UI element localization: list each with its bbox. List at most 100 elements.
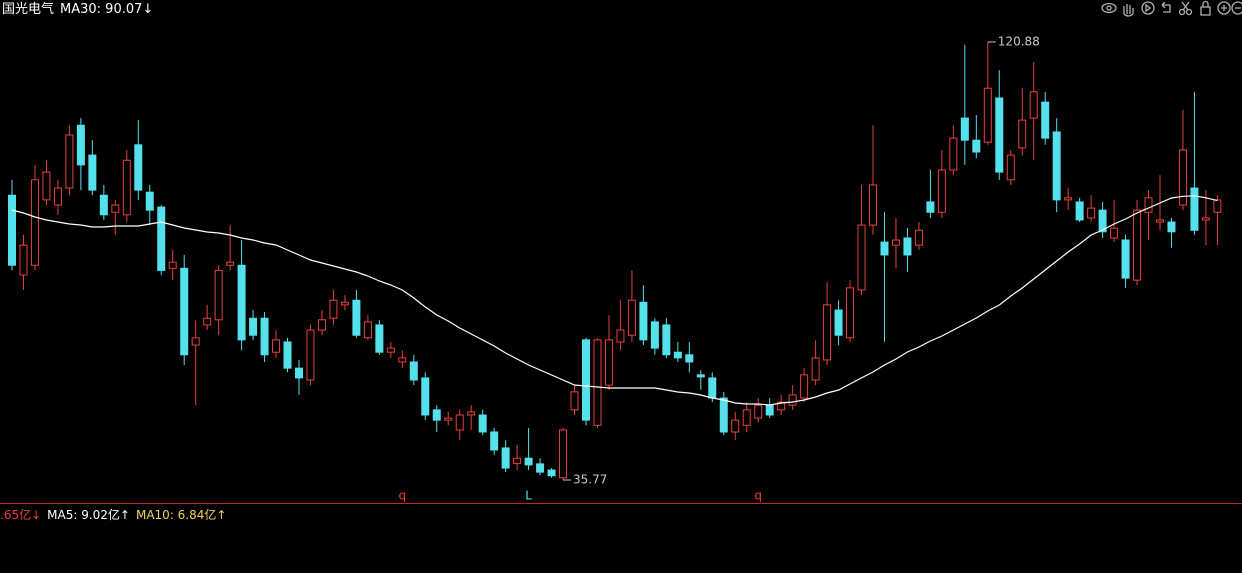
candle-body (823, 304, 832, 361)
candle-body (1075, 201, 1084, 221)
candle-body (42, 171, 51, 201)
candle-body (1006, 154, 1015, 181)
candle-body (972, 139, 981, 153)
candle-body (306, 329, 315, 381)
candle-body (76, 124, 85, 166)
candle-body (708, 377, 717, 399)
zoom-in-icon[interactable] (1217, 1, 1231, 15)
candle-body (731, 419, 740, 433)
candle-body (673, 351, 682, 359)
candle-body (398, 357, 407, 363)
candle-body (960, 117, 969, 141)
candle-body (214, 269, 223, 321)
candle-body (937, 169, 946, 213)
candle-body (513, 457, 522, 464)
ma30-line (11, 195, 1218, 406)
candle-body (547, 469, 556, 477)
candle-body (1018, 119, 1027, 149)
candle-body (1029, 91, 1038, 119)
candle-body (650, 321, 659, 349)
candle-body (593, 339, 602, 426)
candle-body (570, 391, 579, 411)
volume-legend-item: MA10: 6.84亿↑ (136, 507, 226, 522)
candle-body (800, 374, 809, 399)
candle-body (30, 179, 39, 266)
candle-body (1201, 217, 1210, 221)
candle-body (19, 244, 28, 276)
candle-body (869, 184, 877, 226)
candle-body (604, 339, 613, 386)
candle-body (1121, 239, 1130, 279)
ma-label: MA30: 90.07↓ (60, 2, 153, 17)
undo-icon[interactable] (1161, 1, 1171, 13)
candle-body (249, 317, 258, 336)
candle-body (467, 411, 476, 416)
lock-icon[interactable] (1200, 0, 1211, 16)
candle-body (765, 404, 774, 416)
candle-body (53, 187, 62, 206)
candle-body (983, 87, 992, 143)
volume-legend: .65亿↓ MA5: 9.02亿↑ MA10: 6.84亿↑ (0, 507, 226, 522)
candle-body (719, 397, 728, 433)
zoom-out-icon[interactable] (1231, 1, 1242, 15)
candle-body (914, 229, 923, 246)
candle-body (524, 457, 533, 466)
candle-body (260, 317, 269, 356)
candle-body (99, 194, 108, 216)
candle-body (788, 394, 797, 406)
signal-marker: L (525, 489, 532, 503)
candle-body (742, 409, 751, 426)
candle-body (340, 301, 349, 306)
candle-body (1144, 197, 1153, 213)
candle-body (490, 431, 499, 451)
candle-body (191, 337, 200, 346)
candle-body (237, 264, 246, 341)
candle-body (317, 319, 326, 331)
candle-body (226, 261, 235, 266)
candle-body (696, 374, 705, 378)
candle-body (283, 341, 292, 369)
candle-body (834, 309, 843, 336)
candle-body (995, 97, 1004, 173)
high-label: 120.88 (998, 34, 1040, 48)
candle-body (203, 317, 212, 326)
eye-icon[interactable] (1101, 2, 1117, 14)
volume-legend-item: MA5: 9.02亿↑ (47, 507, 130, 522)
candle-body (168, 261, 177, 269)
candle-body (65, 134, 74, 189)
candle-body (363, 321, 372, 339)
stock-name: 国光电气 (2, 1, 54, 17)
candle-body (1167, 221, 1176, 233)
hand-icon[interactable] (1123, 4, 1134, 17)
candle-body (8, 194, 16, 266)
candle-body (409, 361, 418, 381)
candle-body (1178, 149, 1187, 206)
candle-body (329, 299, 338, 319)
candle-body (926, 201, 935, 213)
candle-body (754, 404, 763, 419)
candle-body (1087, 207, 1096, 219)
candle-body (478, 414, 487, 433)
candle-body (903, 237, 912, 256)
candle-body (627, 299, 636, 336)
candle-body (386, 347, 395, 353)
scissors-icon[interactable] (1178, 1, 1193, 16)
candle-body (1098, 209, 1107, 233)
candle-body (639, 301, 648, 341)
volume-legend-item: .65亿↓ (0, 507, 41, 522)
candle-body (444, 417, 453, 421)
candle-body (501, 447, 510, 469)
candle-body (122, 159, 131, 216)
candle-body (857, 224, 866, 291)
candle-body (777, 401, 786, 411)
candle-body (582, 339, 590, 421)
candle-body (1156, 219, 1164, 223)
candle-body (616, 329, 625, 343)
candle-body (157, 206, 166, 271)
candle-body (295, 367, 303, 379)
play-icon[interactable] (1141, 1, 1155, 15)
candle-body (1213, 199, 1222, 213)
candle-body (1110, 227, 1119, 239)
candle-body (352, 299, 361, 336)
